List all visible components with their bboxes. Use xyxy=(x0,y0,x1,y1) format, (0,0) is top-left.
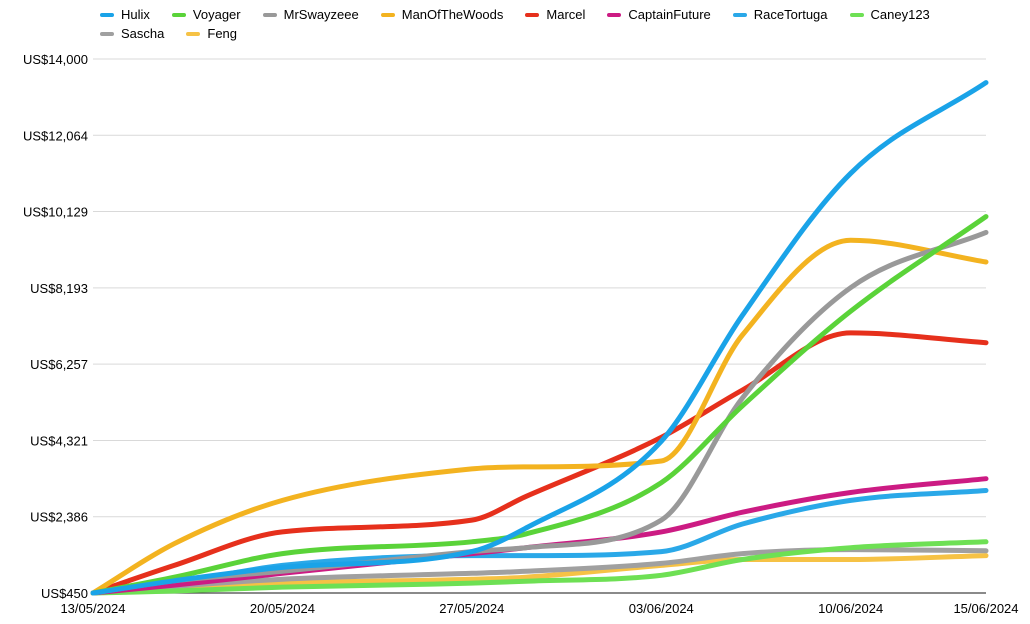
y-tick-label: US$6,257 xyxy=(30,357,88,372)
legend-label: RaceTortuga xyxy=(753,7,828,22)
legend-swatch xyxy=(732,12,747,17)
x-tick-label: 27/05/2024 xyxy=(439,601,504,616)
legend-item-voyager: Voyager xyxy=(171,6,241,23)
y-tick-label: US$4,321 xyxy=(30,433,88,448)
series-line-feng xyxy=(90,553,989,596)
y-tick-label: US$14,000 xyxy=(23,52,88,67)
legend-swatch xyxy=(186,31,201,36)
legend-label: MrSwayzeee xyxy=(283,7,359,22)
legend-swatch xyxy=(380,12,395,17)
series-line-mrswayzeee xyxy=(90,229,989,596)
legend-swatch xyxy=(171,12,186,17)
x-tick-label: 15/06/2024 xyxy=(953,601,1018,616)
legend-item-sascha: Sascha xyxy=(100,25,164,42)
x-tick-label: 13/05/2024 xyxy=(60,601,125,616)
legend-item-feng: Feng xyxy=(186,25,237,42)
legend-label: Feng xyxy=(207,26,238,41)
legend-item-captainfuture: CaptainFuture xyxy=(607,6,711,23)
x-tick-label: 10/06/2024 xyxy=(818,601,883,616)
legend-label: ManOfTheWoods xyxy=(401,7,504,22)
series-line-manofthewoods xyxy=(90,237,989,596)
y-tick-label: US$2,386 xyxy=(30,510,88,525)
legend-label: Sascha xyxy=(121,26,165,41)
y-tick-label: US$12,064 xyxy=(23,128,88,143)
legend-swatch xyxy=(100,12,114,17)
series-line-hulix xyxy=(90,80,989,596)
legend-item-caney123: Caney123 xyxy=(849,6,930,23)
series-line-voyager xyxy=(90,214,989,596)
legend-item-manofthewoods: ManOfTheWoods xyxy=(380,6,504,23)
legend-label: Voyager xyxy=(192,7,241,22)
legend-swatch xyxy=(100,31,114,36)
y-tick-label: US$450 xyxy=(41,586,88,601)
y-tick-label: US$10,129 xyxy=(23,205,88,220)
legend-label: Caney123 xyxy=(870,7,930,22)
legend-swatch xyxy=(525,12,540,17)
legend-item-racetortuga: RaceTortuga xyxy=(732,6,828,23)
legend-label: Marcel xyxy=(546,7,586,22)
series-line-marcel xyxy=(90,330,989,596)
legend-swatch xyxy=(849,12,864,17)
legend-item-hulix: Hulix xyxy=(100,6,150,23)
legend-item-mrswayzeee: MrSwayzeee xyxy=(262,6,359,23)
x-tick-label: 03/06/2024 xyxy=(629,601,694,616)
legend-label: Hulix xyxy=(121,7,150,22)
y-tick-label: US$8,193 xyxy=(30,281,88,296)
series-line-caney123 xyxy=(90,539,989,596)
x-tick-label: 20/05/2024 xyxy=(250,601,315,616)
legend: Hulix Voyager MrSwayzeee ManOfTheWoods Marce… xyxy=(100,6,1000,42)
legend-swatch xyxy=(607,12,622,17)
legend-swatch xyxy=(262,12,277,17)
legend-label: CaptainFuture xyxy=(628,7,711,22)
legend-item-marcel: Marcel xyxy=(525,6,585,23)
